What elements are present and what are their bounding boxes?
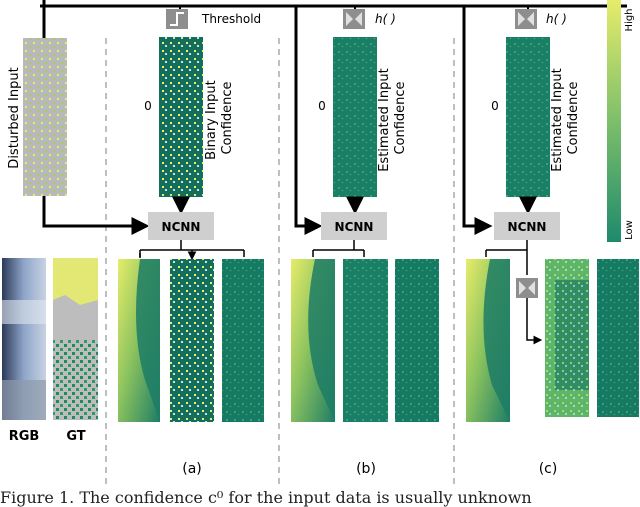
ncnn-box-b: NCNN [321,212,387,240]
h-icon-c-lower [516,278,538,298]
zero-label-a: 0 [144,99,152,113]
h-label-c: h( ) [546,12,567,26]
output-a-confidence [170,259,214,422]
gt-image [53,258,98,420]
output-b-third [395,259,439,422]
ncnn-box-c: NCNN [494,212,560,240]
rgb-label: RGB [9,429,40,444]
estimated-confidence-label-b: Estimated Input Confidence [377,64,408,172]
output-c-dense [466,259,510,422]
estimated-confidence-label-c: Estimated Input Confidence [550,64,581,172]
ncnn-b-outputs [312,240,365,257]
disturbed-input-label: Disturbed Input [7,67,22,168]
output-a-third [222,259,264,422]
panel-c-label: (c) [539,461,558,477]
h-icon-b [343,9,365,29]
threshold-label: Threshold [201,12,261,26]
output-b-dense [291,259,335,422]
panel-a-label: (a) [182,461,202,477]
disturbed-input-panel [23,38,67,196]
bus-to-ncnn-c [462,6,493,235]
svg-text:NCNN: NCNN [508,220,547,234]
figure-caption: Figure 1. The confidence c⁰ for the inpu… [0,488,532,507]
binary-confidence-label: Binary Input Confidence [204,76,235,160]
ncnn-box-a: NCNN [148,212,214,240]
zero-label-c: 0 [491,99,499,113]
rgb-image [2,258,46,420]
estimated-confidence-map-c [506,37,550,197]
binary-confidence-map [159,37,203,197]
top-bus-line [40,0,627,38]
estimated-confidence-map-b [333,37,377,197]
colorbar [607,0,621,242]
colorbar-high-label: High [624,9,635,32]
ncnn-c-outputs [485,240,528,275]
colorbar-low-label: Low [624,220,635,240]
input-to-ncnn-a [42,196,150,235]
output-a-dense [118,259,160,422]
output-b-confidence [343,259,388,422]
bus-to-ncnn-b [294,6,323,235]
output-c-third [597,259,639,417]
panel-b-label: (b) [356,461,376,477]
zero-label-b: 0 [318,99,326,113]
arrow-to-output-c [526,298,543,345]
svg-text:NCNN: NCNN [162,220,201,234]
svg-text:NCNN: NCNN [335,220,374,234]
h-label-b: h( ) [375,12,396,26]
gt-label: GT [66,429,85,444]
output-c-confidence [545,259,589,417]
h-icon-c [515,9,537,29]
threshold-icon [166,9,188,29]
